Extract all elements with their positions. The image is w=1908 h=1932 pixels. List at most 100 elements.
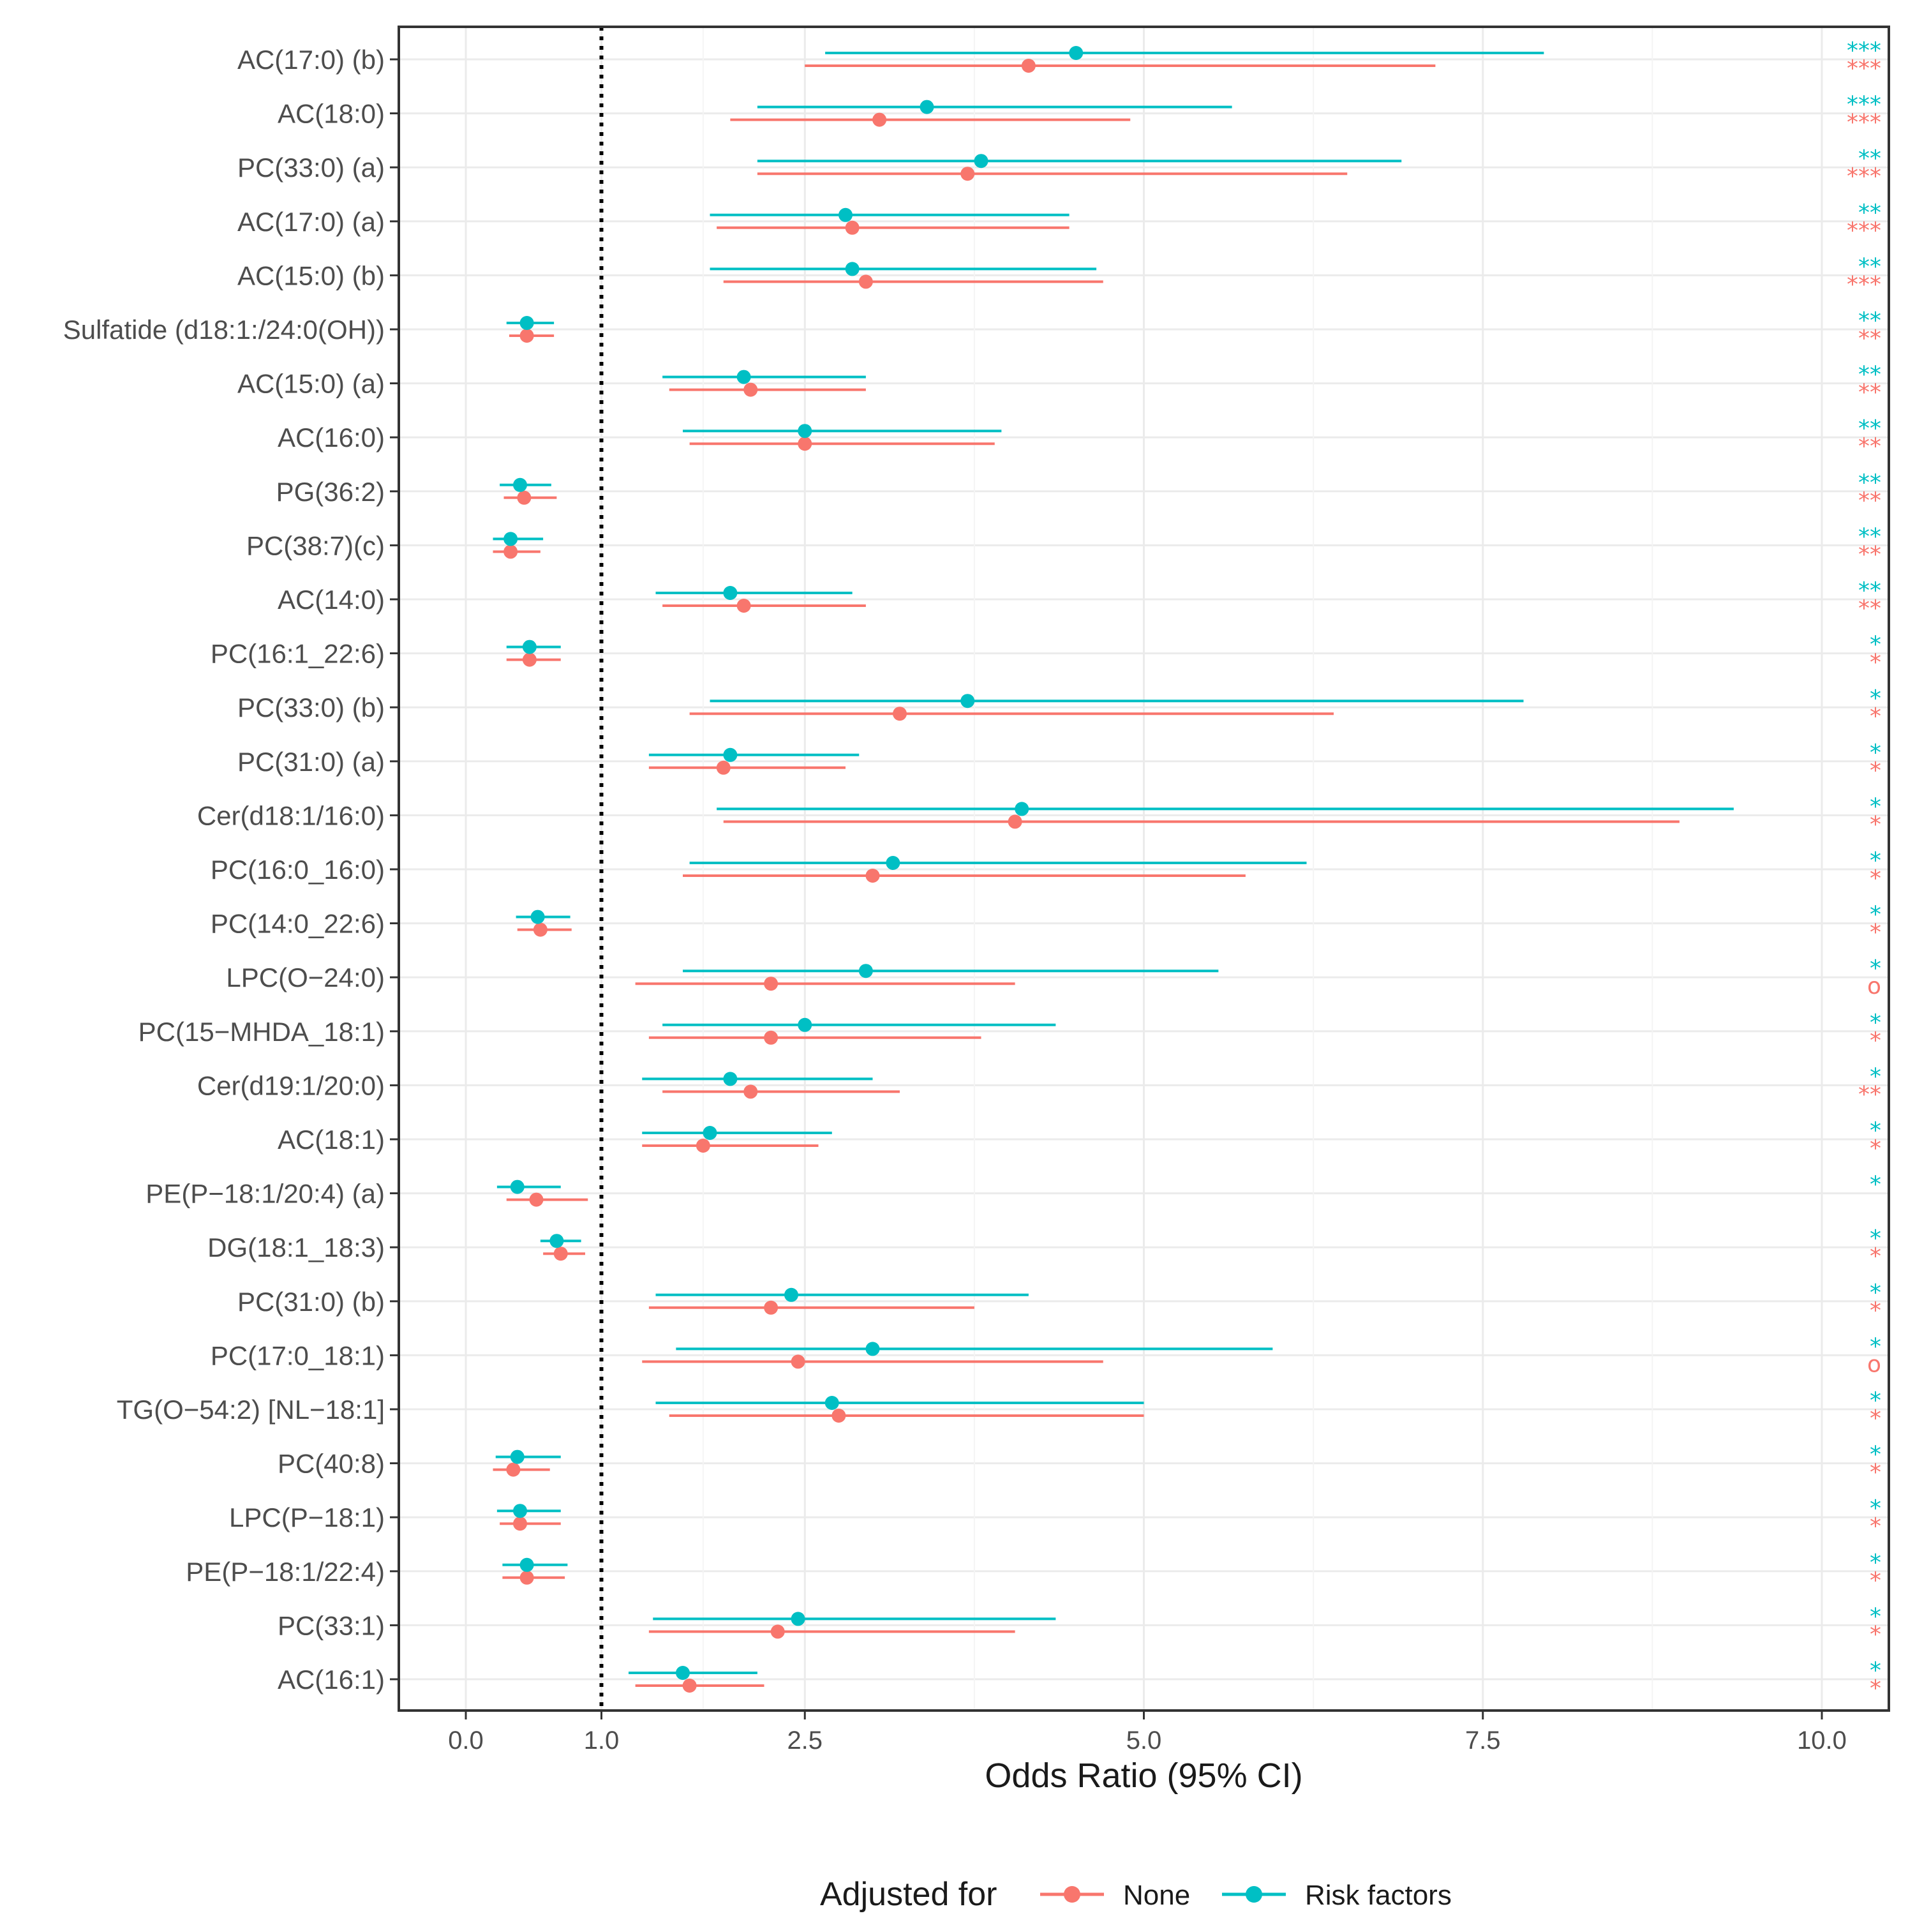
row-label: AC(17:0) (a): [237, 207, 385, 237]
point-risk-factors: [519, 316, 534, 330]
significance-risk-factors: *: [1870, 1118, 1881, 1144]
point-risk-factors: [513, 1504, 527, 1518]
point-risk-factors: [723, 586, 738, 600]
legend-label: None: [1123, 1880, 1190, 1911]
significance-risk-factors: *: [1870, 1172, 1881, 1198]
row-label: PC(38:7)(c): [246, 530, 385, 560]
point-none: [519, 329, 534, 343]
point-risk-factors: [510, 1179, 525, 1194]
row-label: PE(P−18:1/22:4): [186, 1557, 385, 1587]
point-risk-factors: [784, 1287, 798, 1302]
significance-none: **: [1858, 380, 1881, 406]
significance-none: ***: [1847, 271, 1881, 297]
significance-risk-factors: *: [1870, 848, 1881, 874]
significance-none: *: [1870, 920, 1881, 946]
legend-label: Risk factors: [1305, 1880, 1452, 1911]
significance-risk-factors: ***: [1847, 92, 1881, 118]
significance-risk-factors: *: [1870, 1063, 1881, 1090]
point-risk-factors: [503, 532, 518, 546]
row-label: LPC(P−18:1): [229, 1502, 385, 1532]
significance-risk-factors: **: [1858, 200, 1881, 226]
significance-none: ***: [1847, 56, 1881, 82]
significance-none: *: [1870, 1675, 1881, 1702]
x-tick-label: 2.5: [787, 1726, 823, 1755]
point-risk-factors: [703, 1126, 717, 1140]
point-none: [893, 707, 907, 721]
point-risk-factors: [723, 747, 738, 762]
marks-layer: [493, 46, 1734, 1693]
point-risk-factors: [1015, 802, 1029, 816]
row-label: PC(17:0_18:1): [211, 1340, 385, 1370]
point-none: [872, 112, 887, 127]
point-risk-factors: [736, 370, 751, 384]
significance-risk-factors: **: [1858, 470, 1881, 496]
significance-none: *: [1870, 1135, 1881, 1162]
point-none: [696, 1139, 710, 1153]
point-none: [529, 1192, 544, 1207]
point-none: [716, 760, 731, 775]
significance-risk-factors: ***: [1847, 38, 1881, 64]
significance-risk-factors: **: [1858, 308, 1881, 334]
point-risk-factors: [1069, 46, 1084, 60]
significance-risk-factors: *: [1870, 902, 1881, 928]
significance-risk-factors: *: [1870, 1010, 1881, 1036]
point-none: [1008, 814, 1022, 829]
row-label: PG(36:2): [276, 477, 385, 507]
point-none: [743, 1084, 758, 1099]
row-label: AC(17:0) (b): [237, 45, 385, 75]
significance-none: ***: [1847, 110, 1881, 136]
point-risk-factors: [886, 856, 900, 870]
x-tick-label: 5.0: [1126, 1726, 1162, 1755]
significance-none: **: [1858, 488, 1881, 514]
row-label: LPC(O−24:0): [226, 962, 385, 992]
point-none: [764, 1030, 779, 1045]
significance-none: *: [1870, 811, 1881, 837]
significance-risk-factors: *: [1870, 1280, 1881, 1306]
row-label: PC(33:0) (b): [237, 693, 385, 723]
significance-none: *: [1870, 1028, 1881, 1054]
row-label: TG(O−54:2) [NL−18:1]: [117, 1395, 385, 1425]
point-none: [743, 382, 758, 397]
x-axis-layer: 0.0 1.0 2.5 5.0 7.5 10.0: [448, 1711, 1847, 1755]
point-risk-factors: [824, 1396, 839, 1410]
point-none: [764, 977, 779, 991]
significance-risk-factors: *: [1870, 740, 1881, 766]
row-label: Cer(d19:1/20:0): [197, 1070, 385, 1100]
significance-none: *: [1870, 1568, 1881, 1594]
point-none: [770, 1624, 785, 1639]
point-none: [736, 599, 751, 613]
significance-risk-factors: **: [1858, 578, 1881, 604]
row-label: AC(14:0): [278, 585, 385, 615]
row-label: AC(15:0) (b): [237, 260, 385, 290]
row-label: PC(31:0) (b): [237, 1287, 385, 1317]
significance-none: *: [1870, 865, 1881, 892]
point-risk-factors: [522, 640, 537, 654]
point-risk-factors: [549, 1234, 564, 1248]
point-none: [682, 1679, 697, 1693]
significance-none: ***: [1847, 218, 1881, 244]
significance-none: **: [1858, 1081, 1881, 1107]
point-none: [798, 437, 812, 451]
significance-risk-factors: **: [1858, 523, 1881, 550]
point-none: [503, 544, 518, 559]
legend-key-point: [1246, 1886, 1262, 1903]
point-none: [533, 922, 548, 937]
point-risk-factors: [798, 1017, 812, 1032]
row-label: PC(40:8): [278, 1449, 385, 1479]
significance-risk-factors: *: [1870, 1603, 1881, 1629]
significance-none: *: [1870, 1298, 1881, 1324]
point-risk-factors: [920, 100, 934, 114]
row-label: PC(33:1): [278, 1610, 385, 1640]
significance-risk-factors: *: [1870, 685, 1881, 712]
legend-title: Adjusted for: [820, 1876, 997, 1913]
x-tick-label: 1.0: [584, 1726, 620, 1755]
significance-risk-factors: *: [1870, 955, 1881, 982]
significance-risk-factors: **: [1858, 416, 1881, 442]
significance-none: o: [1867, 973, 1881, 1000]
point-risk-factors: [974, 154, 988, 168]
significance-none: **: [1858, 326, 1881, 352]
row-label: PC(16:1_22:6): [211, 639, 385, 669]
significance-risk-factors: **: [1858, 146, 1881, 172]
